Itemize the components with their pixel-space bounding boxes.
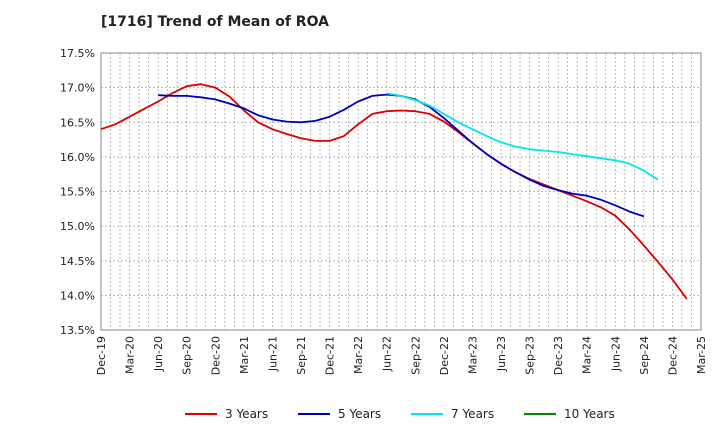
x-tick-label: Sep-24: [638, 336, 651, 375]
x-tick-label: Dec-23: [552, 336, 565, 375]
legend-label: 10 Years: [564, 407, 615, 421]
series-layer: [100, 83, 688, 300]
legend-label: 3 Years: [225, 407, 268, 421]
x-tick-label: Mar-24: [581, 336, 594, 374]
x-tick-label: Dec-24: [666, 336, 679, 375]
y-tick-label: 14.0%: [60, 289, 95, 302]
plot-frame: [100, 52, 702, 331]
x-tick-label: Mar-25: [695, 336, 708, 374]
y-tick-label: 13.5%: [60, 324, 95, 337]
x-tick-label: Jun-22: [381, 336, 394, 372]
x-tick-label: Mar-20: [124, 336, 137, 374]
chart-title: [1716] Trend of Mean of ROA: [101, 14, 329, 30]
series-line-5-years: [158, 93, 645, 218]
series-line-7-years: [386, 92, 659, 181]
x-tick-label: Sep-22: [409, 336, 422, 375]
y-tick-label: 16.0%: [60, 151, 95, 164]
legend: 3 Years 5 Years 7 Years 10 Years: [185, 407, 615, 421]
y-tick-label: 14.5%: [60, 255, 95, 268]
x-tick-label: Dec-22: [438, 336, 451, 375]
legend-label: 5 Years: [338, 407, 381, 421]
x-axis: Dec-19 Mar-20 Jun-20 Sep-20 Dec-20 Mar-21 Jun-…: [95, 336, 708, 375]
x-tick-label: Jun-24: [609, 336, 622, 372]
x-tick-label: Mar-23: [466, 336, 479, 374]
y-tick-label: 16.5%: [60, 116, 95, 129]
x-tick-label: Dec-20: [209, 336, 222, 375]
x-tick-label: Sep-21: [295, 336, 308, 375]
series-line-3-years: [100, 83, 688, 300]
x-tick-label: Mar-22: [352, 336, 365, 374]
y-tick-label: 17.0%: [60, 82, 95, 95]
x-tick-label: Jun-20: [152, 336, 165, 372]
grid: [101, 53, 701, 330]
x-tick-label: Jun-21: [266, 336, 279, 372]
y-tick-label: 15.5%: [60, 186, 95, 199]
x-tick-label: Dec-21: [324, 336, 337, 375]
x-tick-label: Sep-20: [181, 336, 194, 375]
legend-label: 7 Years: [451, 407, 494, 421]
x-tick-label: Mar-21: [238, 336, 251, 374]
y-tick-label: 15.0%: [60, 220, 95, 233]
y-axis: 13.5% 14.0% 14.5% 15.0% 15.5% 16.0% 16.5% 17.0%…: [60, 47, 95, 337]
y-tick-label: 17.5%: [60, 47, 95, 60]
x-tick-label: Sep-23: [524, 336, 537, 375]
x-tick-label: Jun-23: [495, 336, 508, 372]
x-tick-label: Dec-19: [95, 336, 108, 375]
